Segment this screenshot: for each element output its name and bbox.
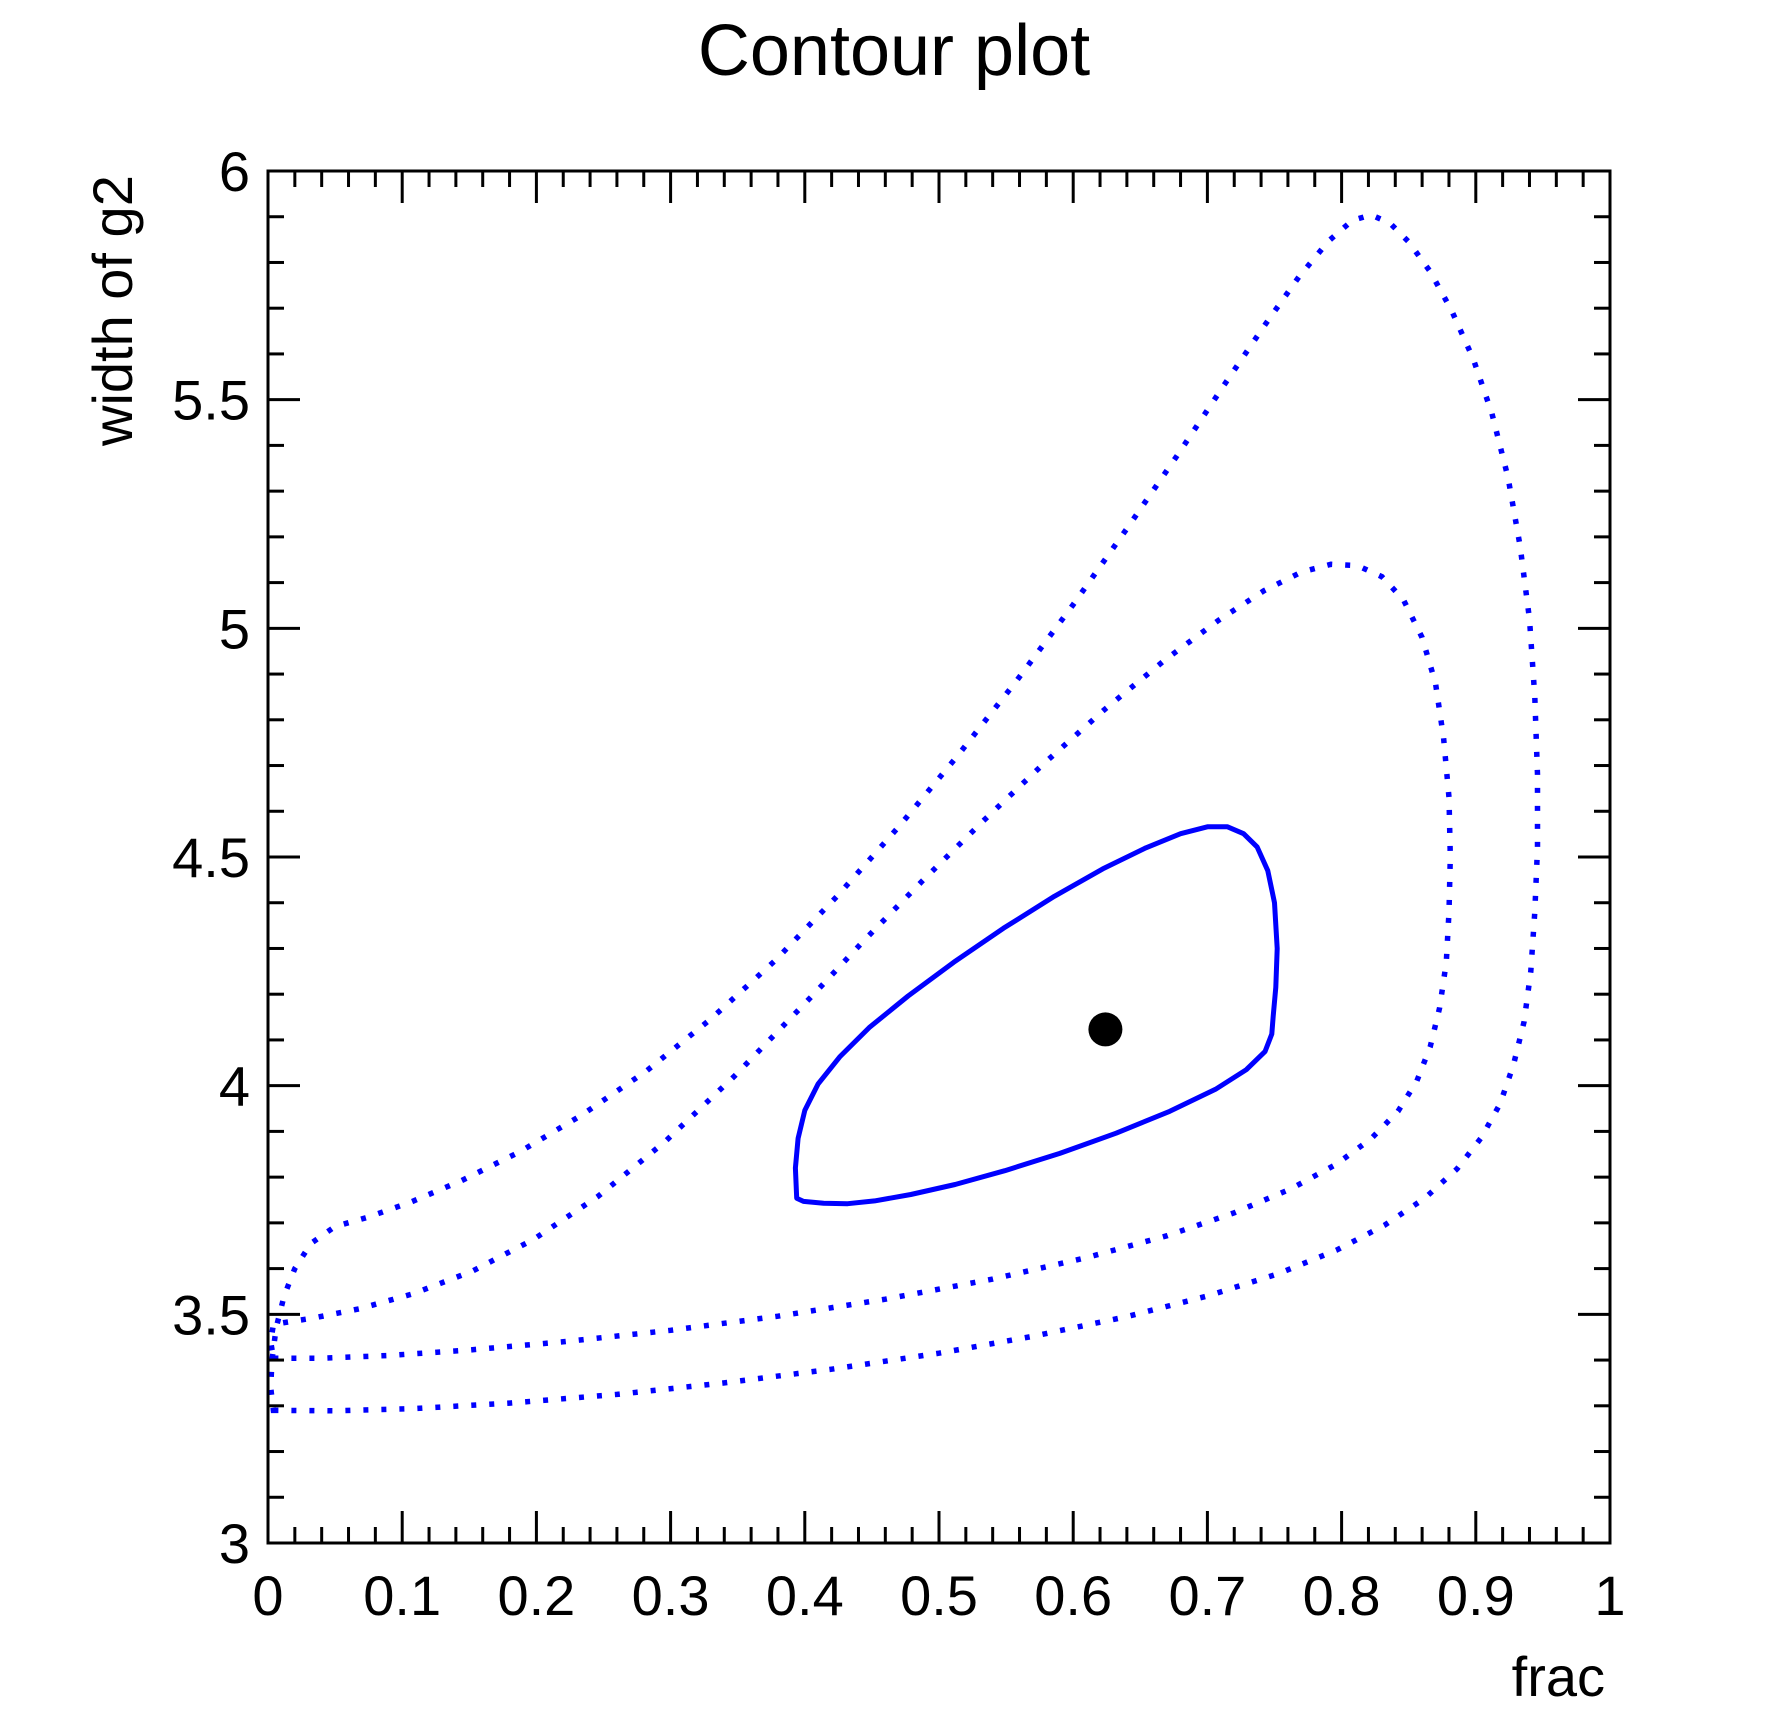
y-tick-label: 4	[219, 1055, 250, 1118]
x-axis-title: frac	[1512, 1645, 1605, 1708]
x-tick-label: 0.8	[1303, 1564, 1381, 1627]
y-tick-label: 4.5	[172, 826, 250, 889]
contours-group	[267, 211, 1541, 1414]
best-fit-point-marker	[1088, 1012, 1123, 1047]
y-tick-label: 5.5	[172, 369, 250, 432]
best-fit-marker-group	[1088, 1012, 1123, 1047]
y-tick-label: 3.5	[172, 1283, 250, 1346]
contour-line-contour-1sigma	[792, 824, 1280, 1207]
y-tick-label: 5	[219, 597, 250, 660]
x-tick-label: 0.4	[766, 1564, 844, 1627]
x-tick-label: 0.5	[900, 1564, 978, 1627]
x-tick-label: 0.1	[363, 1564, 441, 1627]
contour-line-contour-3sigma	[267, 211, 1541, 1414]
y-axis-title: width of g2	[81, 175, 144, 447]
axis-labels-group: 0 0.1 0.2 0.3 0.4 0.5 0.6 0.7 0.8 0.9 1 3 3.5 4 4.5 5 5.…	[81, 140, 1626, 1708]
x-tick-label: 0.6	[1034, 1564, 1112, 1627]
x-tick-label: 0	[252, 1564, 283, 1627]
x-tick-label: 0.2	[497, 1564, 575, 1627]
page-title: Contour plot	[697, 11, 1091, 91]
x-tick-label: 0.9	[1437, 1564, 1515, 1627]
y-tick-label: 6	[219, 140, 250, 203]
x-tick-label: 0.3	[632, 1564, 710, 1627]
y-tick-label: 3	[219, 1512, 250, 1575]
plot-frame	[266, 169, 1612, 1545]
x-tick-label: 1	[1594, 1564, 1625, 1627]
contour-line-contour-2sigma	[267, 561, 1454, 1361]
x-tick-label: 0.7	[1168, 1564, 1246, 1627]
axes-group	[266, 169, 1612, 1545]
